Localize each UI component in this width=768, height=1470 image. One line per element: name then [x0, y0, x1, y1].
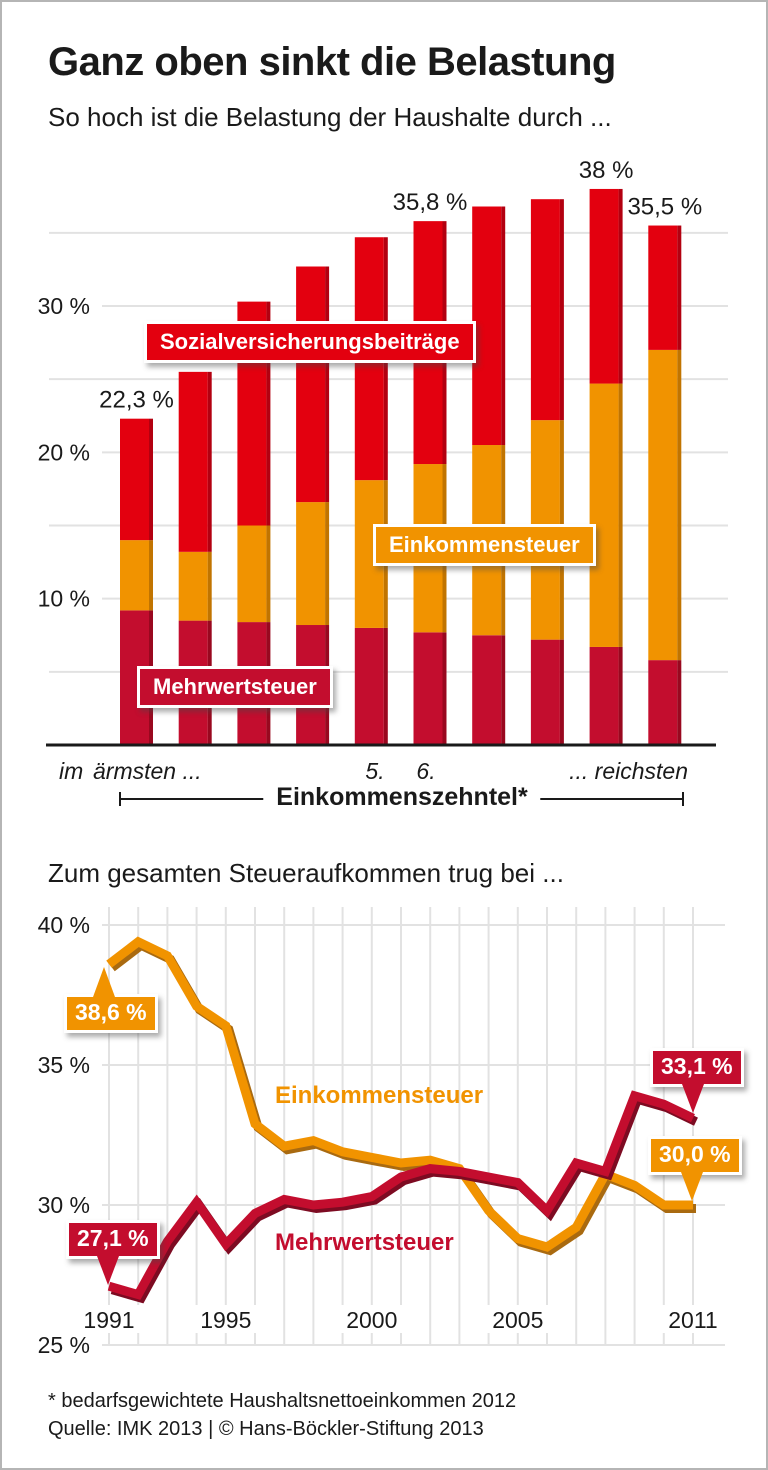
y-tick-label-25: 25 % [38, 1332, 90, 1358]
bar-bevel [559, 199, 564, 421]
x-tick-backplate [486, 1305, 549, 1333]
bar-5.-segment-mehrwertsteuer [354, 627, 384, 745]
y-tick-label-30: 30 % [38, 293, 90, 319]
callout-value: 38,6 % [75, 999, 147, 1025]
callout-value: 30,0 % [659, 1141, 731, 1167]
callout-value: 27,1 % [77, 1225, 149, 1251]
bar-bevel [442, 632, 447, 745]
legend-sozialversicherungsbeitraege: Sozialversicherungsbeiträge [144, 321, 476, 364]
x-tick-backplate [340, 1305, 403, 1333]
x-axis-caption: Einkommenszehntel* [263, 783, 541, 812]
y-tick-label-20: 20 % [38, 439, 90, 465]
callout-pointer-icon [97, 1255, 119, 1285]
callout-mehrwertsteuer-1991: 27,1 % [66, 1220, 160, 1285]
bar-7.-segment-sozialversicherungsbeiträge [472, 206, 502, 446]
x-label-reichsten: ... reichsten [569, 758, 688, 784]
x-tick-backplate [194, 1305, 257, 1333]
callout-pointer-icon [682, 1083, 704, 1113]
line-mehrwertsteuer [107, 1090, 695, 1300]
bar-bevel [207, 371, 212, 552]
bar-10.-segment-einkommensteuer [648, 349, 678, 661]
bar-bevel [266, 525, 271, 623]
bar-bevel [501, 635, 506, 745]
line-label-mehrwertsteuer: Mehrwertsteuer [275, 1229, 454, 1256]
bar-9.-segment-sozialversicherungsbeiträge [589, 188, 619, 384]
x-tick-label-2005: 2005 [492, 1307, 543, 1333]
bar-3.-segment-einkommensteuer [237, 525, 267, 623]
callout-pointer-icon [93, 967, 115, 997]
bar-total-label-5: 35,8 % [393, 189, 468, 216]
bar-bevel [618, 383, 623, 647]
bar-bevel [149, 418, 153, 541]
legend-einkommensteuer: Einkommensteuer [373, 524, 596, 567]
bar-total-label-8: 38 % [579, 157, 634, 184]
line-chart: 1991 1995 2000 2005 2011 25 % 30 % 35 % 40 % [38, 907, 725, 1358]
bar-bevel [325, 266, 330, 503]
callout-value: 33,1 % [661, 1053, 733, 1079]
callout-pointer-icon [681, 1171, 703, 1201]
bar-total-label-0: 22,3 % [99, 387, 174, 414]
bar-1.-segment-sozialversicherungsbeiträge [120, 418, 149, 541]
bar-bevel [325, 502, 330, 626]
source-credit: Quelle: IMK 2013 | © Hans-Böckler-Stiftu… [48, 1418, 484, 1440]
bar-8.-segment-sozialversicherungsbeiträge [530, 199, 560, 421]
x-label-6: 6. [416, 758, 436, 784]
line-label-einkommensteuer: Einkommensteuer [275, 1082, 484, 1109]
bar-total-label-9: 35,5 % [627, 194, 702, 221]
bar-bevel [677, 349, 682, 661]
bar-6.-segment-mehrwertsteuer [413, 632, 443, 745]
x-label-im: im [59, 758, 84, 784]
y-tick-label-10: 10 % [38, 586, 90, 612]
bar-bevel [383, 627, 388, 745]
callout-mehrwertsteuer-2011: 33,1 % [650, 1048, 744, 1113]
bar-bevel [677, 660, 682, 745]
x-tick-label-2011: 2011 [668, 1307, 717, 1333]
bar-bevel [266, 301, 271, 526]
x-tick-label-1995: 1995 [200, 1307, 251, 1333]
bar-bevel [559, 639, 564, 745]
bar-1.-segment-einkommensteuer [120, 540, 149, 611]
y-tick-label-30: 30 % [38, 1192, 90, 1218]
line-einkommensteuer [106, 936, 693, 1252]
footnote: * bedarfsgewichtete Haushaltsnettoeinkom… [48, 1390, 517, 1412]
x-label-5: 5. [365, 758, 385, 784]
x-tick-label-2000: 2000 [346, 1307, 397, 1333]
bar-2.-segment-sozialversicherungsbeiträge [178, 371, 208, 552]
bar-4.-segment-einkommensteuer [296, 502, 326, 626]
bar-bevel [501, 206, 506, 446]
callout-einkommensteuer-1991: 38,6 % [64, 967, 158, 1033]
line-chart-subtitle: Zum gesamten Steueraufkommen trug bei ..… [48, 858, 564, 888]
y-tick-label-40: 40 % [38, 912, 90, 938]
bar-bevel [207, 551, 212, 621]
bar-8.-segment-mehrwertsteuer [530, 639, 560, 745]
bar-4.-segment-sozialversicherungsbeiträge [296, 266, 326, 503]
bar-bevel [618, 646, 623, 745]
bar-bevel [149, 540, 153, 611]
x-axis-line [46, 743, 716, 747]
bar-9.-segment-mehrwertsteuer [589, 646, 619, 745]
bar-bevel [677, 225, 682, 350]
bar-chart: 10 % 20 % 30 % 22,3 % 35,8 % 38 % 35,5 % [38, 157, 728, 806]
y-tick-label-35: 35 % [38, 1052, 90, 1078]
x-tick-label-1991: 1991 [83, 1307, 134, 1333]
bar-10.-segment-mehrwertsteuer [648, 660, 678, 745]
bar-10.-segment-sozialversicherungsbeiträge [648, 225, 678, 350]
bar-chart-subtitle: So hoch ist die Belastung der Haushalte … [48, 102, 612, 132]
x-tick-backplate [78, 1305, 140, 1333]
bar-bevel [618, 188, 623, 384]
legend-mehrwertsteuer: Mehrwertsteuer [137, 666, 333, 709]
bar-7.-segment-mehrwertsteuer [472, 635, 502, 745]
bar-9.-segment-einkommensteuer [589, 383, 619, 647]
callout-einkommensteuer-2011: 30,0 % [648, 1136, 742, 1201]
bar-2.-segment-einkommensteuer [178, 551, 208, 621]
x-label-aermsten: ärmsten ... [93, 758, 202, 784]
page-title: Ganz oben sinkt die Belastung [48, 40, 616, 84]
x-tick-backplate [662, 1305, 724, 1333]
